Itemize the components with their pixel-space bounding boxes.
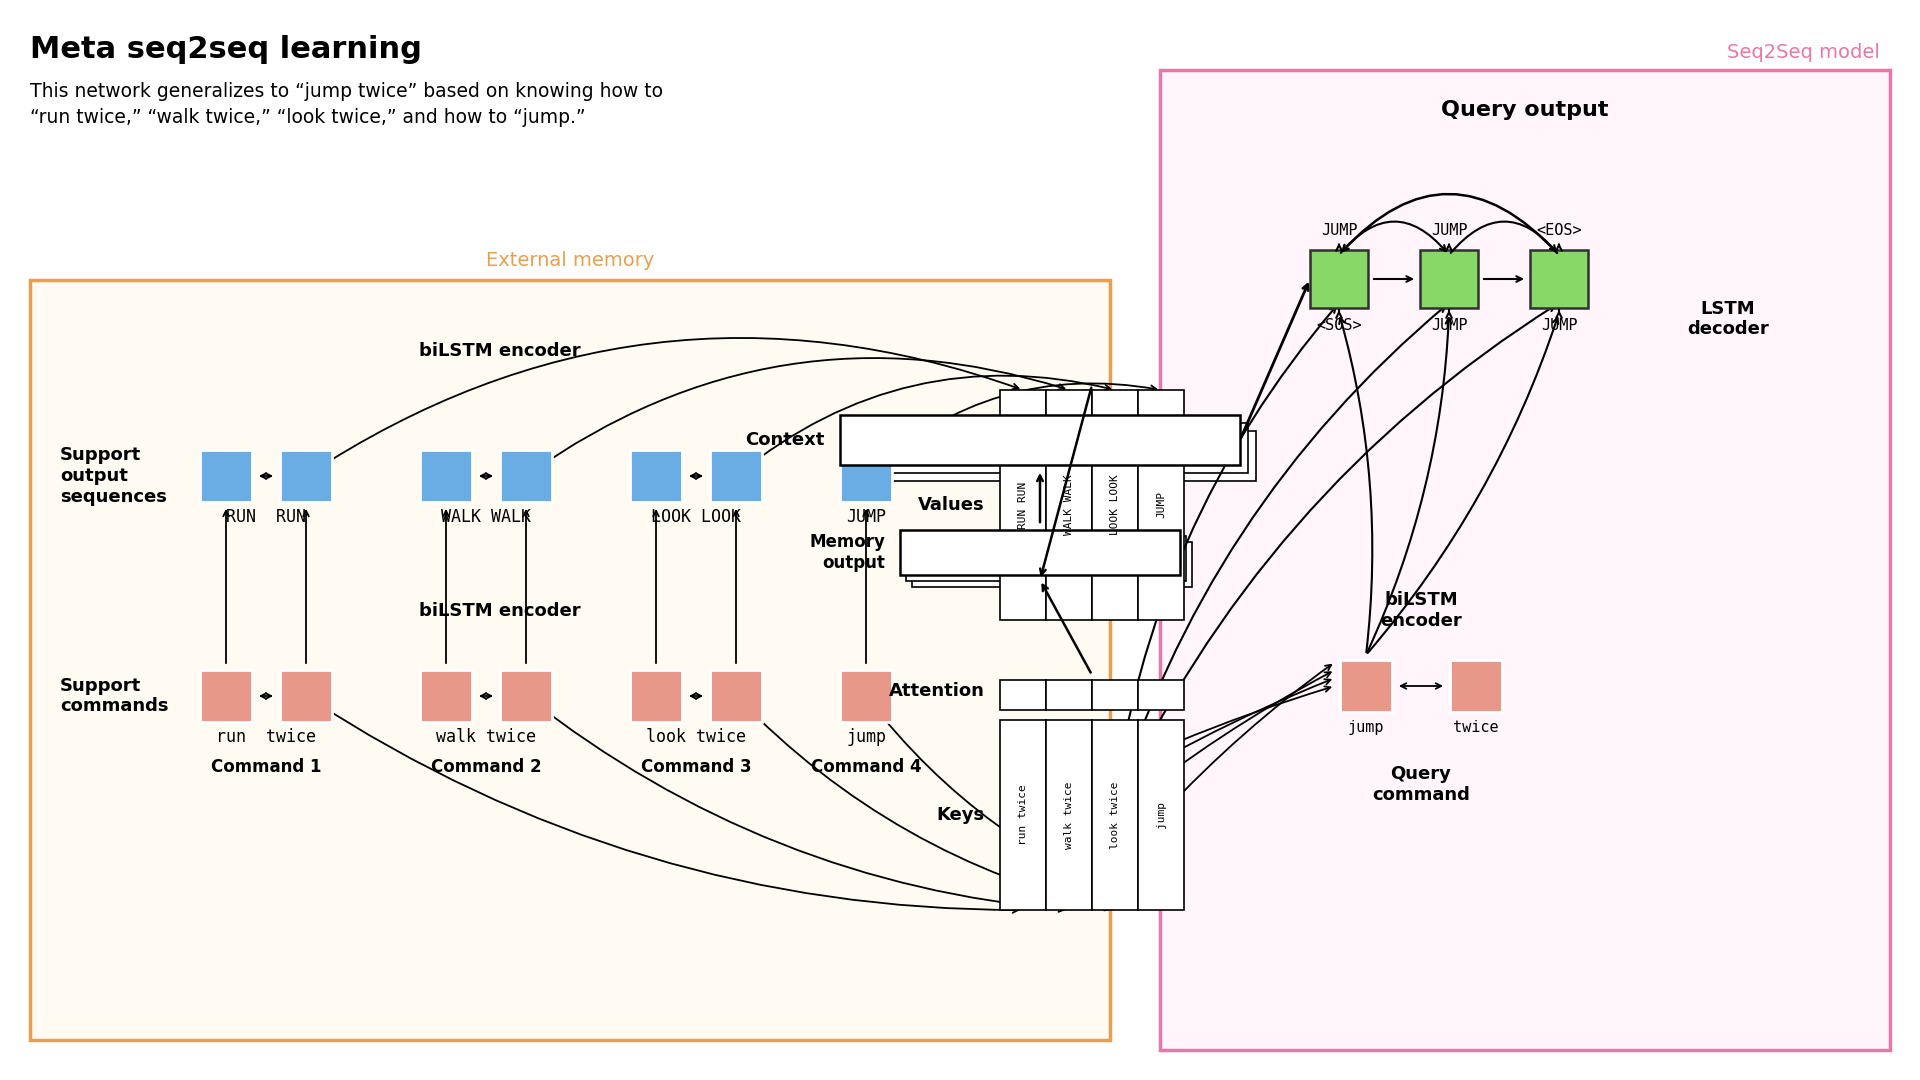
Bar [630,450,682,502]
Text: biLSTM encoder: biLSTM encoder [419,342,582,360]
Bar [856,431,1256,481]
Text: Meta seq2seq learning: Meta seq2seq learning [31,35,422,64]
Text: Support
output
sequences: Support output sequences [60,446,167,505]
Text: External memory: External memory [486,251,655,270]
Bar [630,670,682,723]
Bar [849,423,1248,473]
Bar [1000,680,1046,710]
Bar [841,450,893,502]
Bar [841,670,893,723]
Text: run twice: run twice [1018,785,1027,846]
Bar [200,670,252,723]
Bar [710,450,762,502]
Bar [420,670,472,723]
Text: biLSTM
encoder: biLSTM encoder [1380,591,1461,630]
Bar [1092,390,1139,620]
Bar [1000,720,1046,910]
Bar [900,530,1181,575]
Text: jump: jump [1348,720,1384,735]
Text: Context: Context [745,431,826,449]
Bar [280,670,332,723]
Text: walk twice: walk twice [436,728,536,746]
Text: jump: jump [1156,801,1165,828]
Text: Attention: Attention [889,681,985,700]
Text: Memory
output: Memory output [808,534,885,572]
Text: <EOS>: <EOS> [1536,222,1582,238]
Bar [1139,390,1185,620]
Bar [420,450,472,502]
Bar [1092,720,1139,910]
Bar [499,670,553,723]
Bar [31,280,1110,1040]
Text: JUMP: JUMP [1430,222,1467,238]
Bar [1309,249,1367,308]
Bar [499,450,553,502]
Text: run  twice: run twice [215,728,317,746]
Text: LOOK LOOK: LOOK LOOK [1110,474,1119,536]
Bar [1092,680,1139,710]
Text: Command 4: Command 4 [810,758,922,777]
Text: Query output: Query output [1442,100,1609,120]
Text: LSTM
decoder: LSTM decoder [1688,299,1768,338]
Text: JUMP: JUMP [1156,491,1165,518]
Text: look twice: look twice [645,728,747,746]
Bar [912,542,1192,588]
Bar [1139,680,1185,710]
Text: JUMP: JUMP [847,508,885,526]
Bar [1046,390,1092,620]
Bar [1160,70,1889,1050]
Text: look twice: look twice [1110,781,1119,849]
Text: Query
command: Query command [1373,765,1471,804]
Text: LOOK LOOK: LOOK LOOK [651,508,741,526]
Bar [1046,680,1092,710]
Text: jump: jump [847,728,885,746]
Text: Support
commands: Support commands [60,676,169,715]
Bar [1139,720,1185,910]
Bar [906,536,1187,581]
Text: JUMP: JUMP [1321,222,1357,238]
Text: <SOS>: <SOS> [1317,318,1361,333]
Bar [1421,249,1478,308]
Text: biLSTM encoder: biLSTM encoder [419,602,582,620]
Text: RUN RUN: RUN RUN [1018,482,1027,528]
Text: WALK WALK: WALK WALK [1064,474,1073,536]
Text: Values: Values [918,496,985,514]
Bar [1340,660,1392,712]
Text: Command 3: Command 3 [641,758,751,777]
Text: Seq2Seq model: Seq2Seq model [1728,43,1880,62]
Bar [280,450,332,502]
Text: “run twice,” “walk twice,” “look twice,” and how to “jump.”: “run twice,” “walk twice,” “look twice,”… [31,108,586,127]
Bar [1046,720,1092,910]
Text: Keys: Keys [937,806,985,824]
Bar [841,415,1240,465]
Text: walk twice: walk twice [1064,781,1073,849]
Bar [1530,249,1588,308]
Bar [1450,660,1501,712]
Text: JUMP: JUMP [1540,318,1576,333]
Text: This network generalizes to “jump twice” based on knowing how to: This network generalizes to “jump twice”… [31,82,662,102]
Bar [710,670,762,723]
Bar [1000,390,1046,620]
Text: RUN  RUN: RUN RUN [227,508,305,526]
Text: WALK WALK: WALK WALK [442,508,532,526]
Text: JUMP: JUMP [1430,318,1467,333]
Text: Command 2: Command 2 [430,758,541,777]
Text: twice: twice [1453,720,1500,735]
Text: Command 1: Command 1 [211,758,321,777]
Bar [200,450,252,502]
